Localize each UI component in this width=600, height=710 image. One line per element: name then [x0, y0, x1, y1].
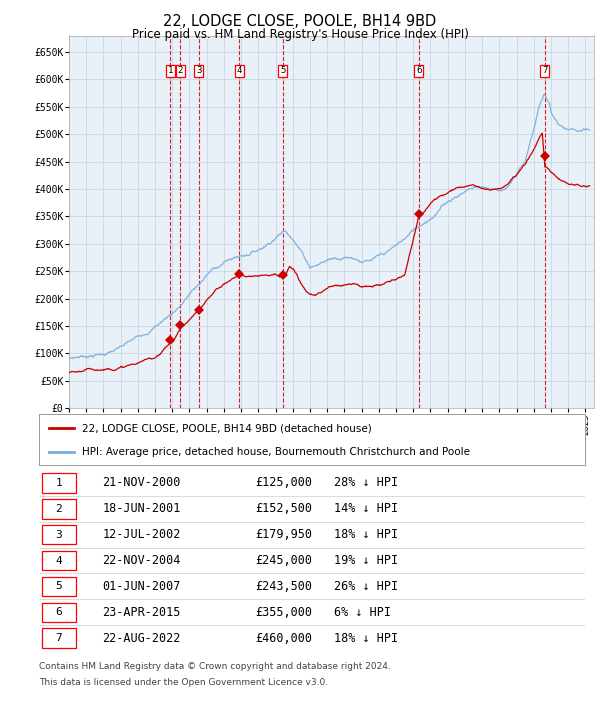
Text: 26% ↓ HPI: 26% ↓ HPI: [334, 580, 398, 593]
Text: £355,000: £355,000: [255, 606, 312, 619]
FancyBboxPatch shape: [42, 474, 76, 493]
Text: 4: 4: [55, 555, 62, 566]
Text: 2: 2: [178, 67, 183, 75]
Text: 1: 1: [55, 478, 62, 488]
Text: 22, LODGE CLOSE, POOLE, BH14 9BD (detached house): 22, LODGE CLOSE, POOLE, BH14 9BD (detach…: [82, 423, 371, 433]
Text: Contains HM Land Registry data © Crown copyright and database right 2024.: Contains HM Land Registry data © Crown c…: [39, 662, 391, 671]
Text: 18% ↓ HPI: 18% ↓ HPI: [334, 528, 398, 541]
Text: 01-JUN-2007: 01-JUN-2007: [103, 580, 181, 593]
Text: 4: 4: [236, 67, 242, 75]
Text: Price paid vs. HM Land Registry's House Price Index (HPI): Price paid vs. HM Land Registry's House …: [131, 28, 469, 40]
Text: 22-AUG-2022: 22-AUG-2022: [103, 632, 181, 645]
FancyBboxPatch shape: [42, 628, 76, 648]
Text: 7: 7: [55, 633, 62, 643]
FancyBboxPatch shape: [42, 577, 76, 596]
Text: 28% ↓ HPI: 28% ↓ HPI: [334, 476, 398, 489]
Text: 6% ↓ HPI: 6% ↓ HPI: [334, 606, 391, 619]
FancyBboxPatch shape: [42, 603, 76, 622]
Text: 2: 2: [55, 504, 62, 514]
Text: 3: 3: [55, 530, 62, 540]
Text: 22-NOV-2004: 22-NOV-2004: [103, 554, 181, 567]
Text: 18% ↓ HPI: 18% ↓ HPI: [334, 632, 398, 645]
Text: 21-NOV-2000: 21-NOV-2000: [103, 476, 181, 489]
FancyBboxPatch shape: [42, 551, 76, 570]
Text: 7: 7: [542, 67, 547, 75]
FancyBboxPatch shape: [42, 499, 76, 518]
Text: 22, LODGE CLOSE, POOLE, BH14 9BD: 22, LODGE CLOSE, POOLE, BH14 9BD: [163, 14, 437, 29]
Text: 23-APR-2015: 23-APR-2015: [103, 606, 181, 619]
Text: £245,000: £245,000: [255, 554, 312, 567]
Text: 18-JUN-2001: 18-JUN-2001: [103, 502, 181, 515]
Text: £125,000: £125,000: [255, 476, 312, 489]
Text: 3: 3: [196, 67, 202, 75]
Text: 19% ↓ HPI: 19% ↓ HPI: [334, 554, 398, 567]
Text: 5: 5: [280, 67, 286, 75]
Text: This data is licensed under the Open Government Licence v3.0.: This data is licensed under the Open Gov…: [39, 677, 328, 687]
Text: £460,000: £460,000: [255, 632, 312, 645]
Text: 5: 5: [55, 581, 62, 591]
Text: £152,500: £152,500: [255, 502, 312, 515]
Text: £243,500: £243,500: [255, 580, 312, 593]
Text: 12-JUL-2002: 12-JUL-2002: [103, 528, 181, 541]
Text: £179,950: £179,950: [255, 528, 312, 541]
FancyBboxPatch shape: [42, 525, 76, 545]
Text: HPI: Average price, detached house, Bournemouth Christchurch and Poole: HPI: Average price, detached house, Bour…: [82, 447, 470, 457]
Text: 1: 1: [167, 67, 173, 75]
Text: 6: 6: [55, 607, 62, 617]
Text: 14% ↓ HPI: 14% ↓ HPI: [334, 502, 398, 515]
Text: 6: 6: [416, 67, 421, 75]
